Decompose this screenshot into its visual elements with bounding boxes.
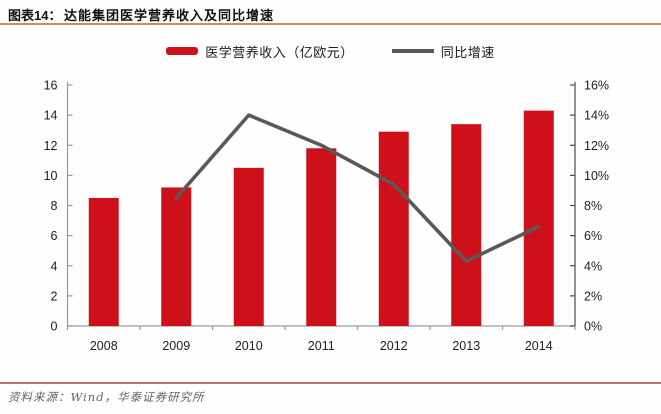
right-axis-tick-label: 12% <box>584 139 609 153</box>
left-axis-tick-label: 16 <box>44 79 58 93</box>
figure-header: 图表14： 达能集团医学营养收入及同比增速 <box>0 0 661 25</box>
legend-item-revenue: 医学营养收入（亿欧元） <box>166 42 354 61</box>
x-axis-category-label: 2012 <box>380 339 408 353</box>
left-axis-tick-label: 8 <box>51 199 58 213</box>
left-axis-tick-label: 4 <box>51 259 58 273</box>
legend-label-growth: 同比增速 <box>440 44 495 60</box>
legend-item-growth: 同比增速 <box>391 42 495 61</box>
right-axis-tick-label: 0% <box>584 320 602 334</box>
bar-swatch-icon <box>166 47 199 55</box>
bar-2011 <box>306 148 337 326</box>
x-axis-category-label: 2011 <box>308 339 335 353</box>
right-axis-tick-label: 8% <box>584 199 602 213</box>
bar-2010 <box>233 167 264 326</box>
left-axis-tick-label: 12 <box>44 139 58 153</box>
bar-2013 <box>451 124 482 326</box>
footer-rule <box>0 382 661 384</box>
bar-2008 <box>88 197 119 326</box>
chart-legend: 医学营养收入（亿欧元） 同比增速 <box>0 41 661 61</box>
x-axis-category-label: 2013 <box>452 339 480 353</box>
right-axis-tick-label: 14% <box>584 109 609 123</box>
bar-2014 <box>523 110 554 326</box>
x-axis-category-label: 2014 <box>525 339 553 353</box>
growth-line <box>174 113 541 264</box>
left-axis-tick-label: 14 <box>44 109 58 123</box>
figure-number-label: 图表14： <box>8 8 62 23</box>
x-axis-category-label: 2009 <box>162 339 190 353</box>
left-axis-tick-label: 6 <box>51 229 58 243</box>
right-axis-tick-label: 2% <box>584 289 602 303</box>
header-rule <box>0 23 661 25</box>
bar-2012 <box>378 131 409 326</box>
left-axis-tick-label: 0 <box>51 320 58 334</box>
legend-label-revenue: 医学营养收入（亿欧元） <box>205 44 354 60</box>
figure-title: 达能集团医学营养收入及同比增速 <box>64 8 275 23</box>
x-axis-category-label: 2008 <box>90 339 118 353</box>
source-note: 资料来源：Wind，华泰证券研究所 <box>8 390 205 404</box>
right-axis-tick-label: 4% <box>584 259 602 273</box>
right-axis-tick-label: 10% <box>584 169 609 183</box>
left-axis-tick-label: 2 <box>51 289 58 303</box>
bar-2009 <box>161 187 192 326</box>
right-axis-tick-label: 16% <box>584 79 609 93</box>
left-axis-tick-label: 10 <box>44 169 58 183</box>
right-axis-tick-label: 6% <box>584 229 602 243</box>
line-swatch-icon <box>391 49 434 53</box>
x-axis-category-label: 2010 <box>235 339 263 353</box>
